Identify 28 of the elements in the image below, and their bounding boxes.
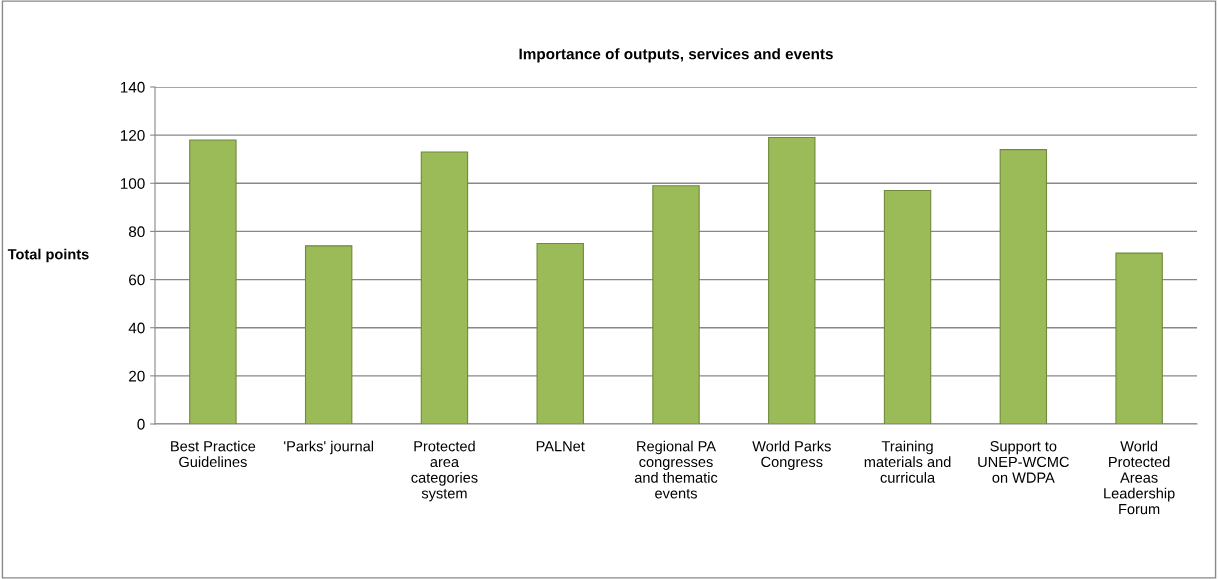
x-tick-label: Support to UNEP-WCMC on WDPA	[978, 441, 1069, 483]
y-tick-label: 120	[120, 130, 145, 141]
x-tick-label: Best Practice Guidelines	[171, 440, 256, 468]
chart-title: Importance of outputs, services and events	[519, 48, 833, 63]
x-tick-label: 'Parks' journal	[284, 440, 374, 455]
y-tick-label: 100	[120, 178, 145, 189]
bar	[768, 136, 816, 424]
bar	[536, 242, 584, 424]
x-tick-label: Regional PA congresses and thematic events	[634, 440, 718, 499]
bar	[999, 149, 1048, 424]
bar	[189, 139, 237, 424]
y-tick-label: 40	[128, 322, 145, 334]
x-tick-label: World Parks Congress	[752, 440, 831, 470]
y-tick-label: 0	[137, 418, 145, 430]
bar	[883, 189, 932, 424]
x-tick-label: Protected area categories system	[411, 440, 478, 502]
bar	[652, 185, 700, 424]
x-tick-label: World Protected Areas Leadership Forum	[1104, 440, 1175, 515]
x-tick-label: PALNet	[536, 441, 585, 452]
bar	[420, 151, 469, 424]
y-tick-label: 20	[129, 370, 145, 382]
y-tick-label: 60	[129, 274, 145, 286]
bar	[304, 245, 353, 424]
y-axis-title: Total points	[7, 248, 89, 263]
bar	[1115, 252, 1163, 424]
y-tick-label: 140	[120, 81, 145, 93]
x-tick-label: Training materials and curricula	[864, 440, 951, 483]
y-tick-label: 80	[128, 226, 145, 238]
